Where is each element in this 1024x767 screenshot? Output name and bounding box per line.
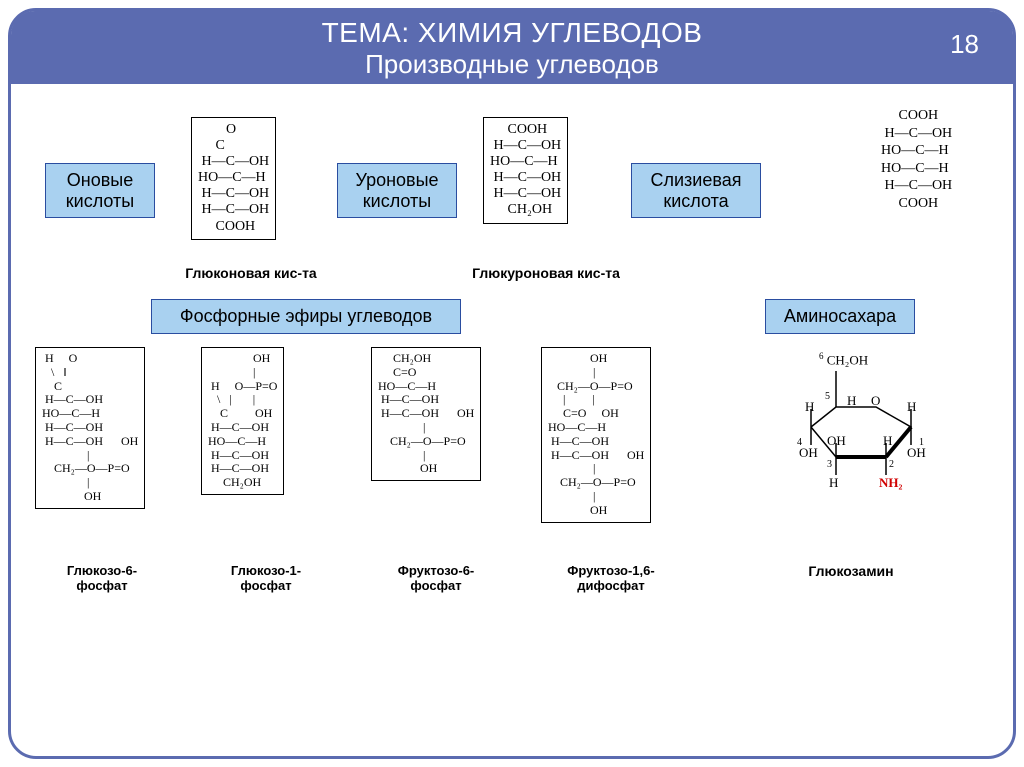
title-line2: Производные углеводов <box>11 49 1013 80</box>
title-line1: ТЕМА: ХИМИЯ УГЛЕВОДОВ <box>11 17 1013 49</box>
c3-num: 3 <box>827 459 832 470</box>
structure-g6p: H O \ ‖ C H—C—OH HO—C—H H—C—OH H—C—OH OH… <box>35 347 145 509</box>
structure-glucuronic: COOH H—C—OH HO—C—H H—C—OH H—C—OH CH₂OH <box>483 117 568 224</box>
content-area: Оновые кислоты Уроновые кислоты Слизиева… <box>31 107 993 744</box>
structure-f6p: CH₂OH C=O HO—C—H H—C—OH H—C—OH OH | CH₂—… <box>371 347 481 481</box>
hex-svg <box>771 347 951 517</box>
tag-uronovye: Уроновые кислоты <box>337 163 457 218</box>
ch2oh-label: CH₂OH <box>827 352 868 367</box>
caption-g1p: Глюкозо-1- фосфат <box>201 563 331 593</box>
tag-slizievaya: Слизиевая кислота <box>631 163 761 218</box>
ring-O: O <box>871 393 880 409</box>
ring-H-3: H <box>829 475 838 491</box>
caption-glucosamine: Глюкозамин <box>771 563 931 579</box>
c5-num: 5 <box>825 391 830 402</box>
page-number: 18 <box>950 29 979 60</box>
structure-glucosamine: 6 CH₂OH O 1 2 3 4 5 H OH NH₂ H H OH OH H… <box>771 347 951 517</box>
structure-g1p: OH | H O—P=O \ | | C OH H—C—OH HO—C—H H—… <box>201 347 284 495</box>
caption-glucuronic: Глюкуроновая кис-та <box>461 265 631 281</box>
caption-f16bp: Фруктозо-1,6- дифосфат <box>541 563 681 593</box>
structure-mucic: COOH H—C—OH HO—C—H HO—C—H H—C—OH COOH <box>881 107 952 212</box>
ring-OH-4: OH <box>799 445 818 461</box>
caption-g6p: Глюкозо-6- фосфат <box>37 563 167 593</box>
tag-phospho: Фосфорные эфиры углеводов <box>151 299 461 334</box>
ring-OH-1: OH <box>907 445 926 461</box>
slide-header: ТЕМА: ХИМИЯ УГЛЕВОДОВ Производные углево… <box>11 11 1013 84</box>
caption-gluconic: Глюконовая кис-та <box>171 265 331 281</box>
caption-f6p: Фруктозо-6- фосфат <box>371 563 501 593</box>
tag-amino: Аминосахара <box>765 299 915 334</box>
ring-NH2: NH₂ <box>879 475 902 491</box>
ring-H-4t: H <box>805 399 814 415</box>
structure-gluconic: O C H—C—OH HO—C—H H—C—OH H—C—OH COOH <box>191 117 276 240</box>
ring-H-5: H <box>847 393 856 409</box>
c2-num: 2 <box>889 459 894 470</box>
c6-num: 6 <box>819 351 824 361</box>
tag-onovye: Оновые кислоты <box>45 163 155 218</box>
ring-H-1t: H <box>907 399 916 415</box>
structure-f16bp: OH | CH₂—O—P=O | | C=O OH HO—C—H H—C—OH … <box>541 347 651 523</box>
slide-frame: ТЕМА: ХИМИЯ УГЛЕВОДОВ Производные углево… <box>8 8 1016 759</box>
ring-H-2t: H <box>883 433 892 449</box>
ring-OH-3: OH <box>827 433 846 449</box>
